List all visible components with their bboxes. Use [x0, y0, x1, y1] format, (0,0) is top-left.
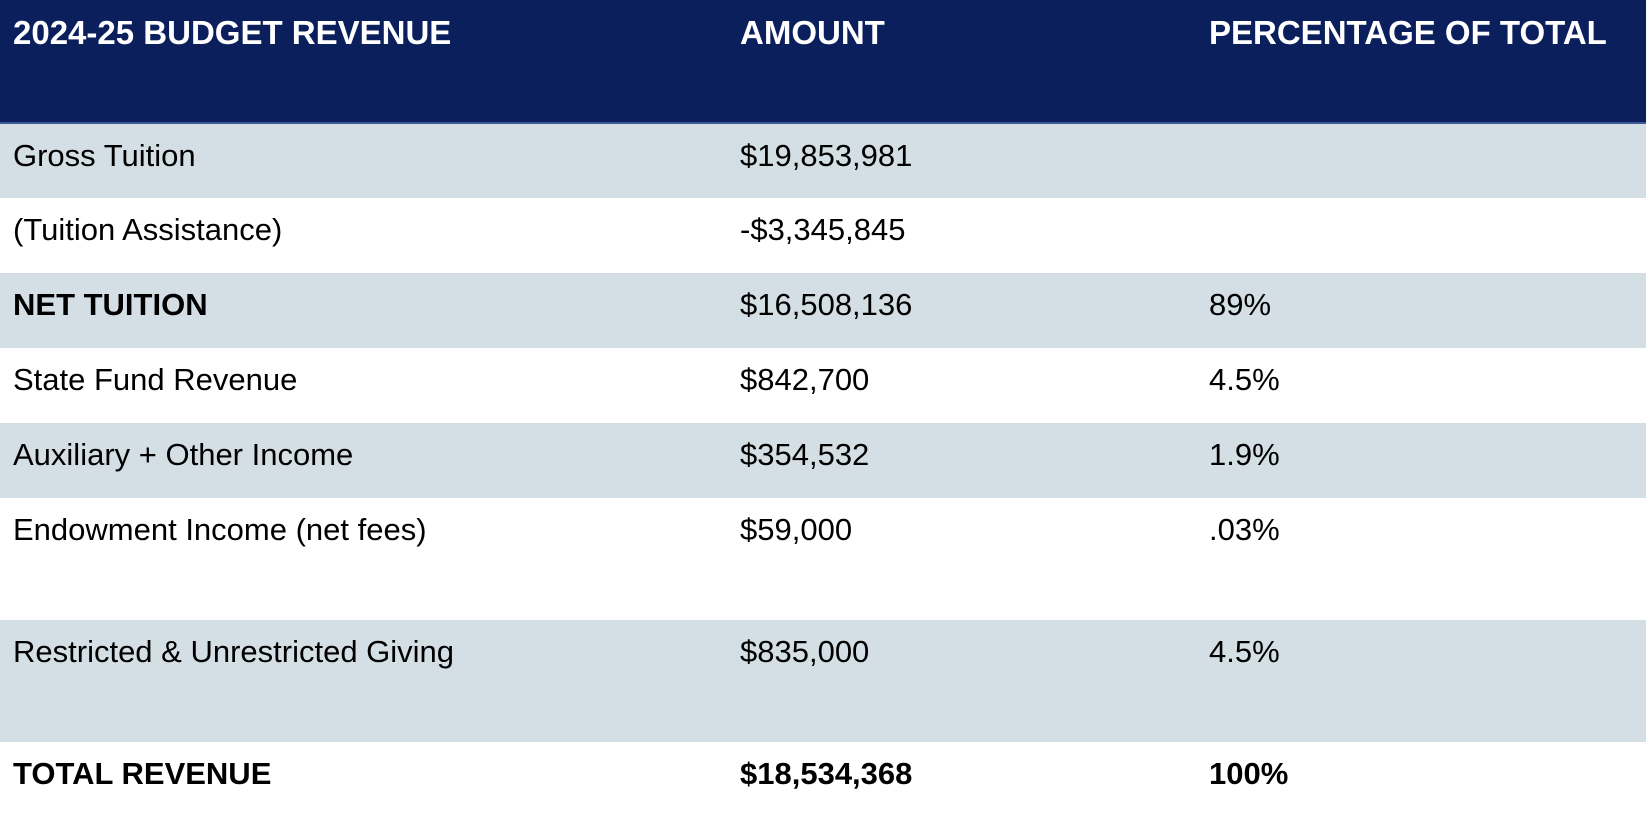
row-percent: 100% — [1209, 756, 1289, 791]
row-label: Gross Tuition — [13, 138, 196, 173]
row-label: TOTAL REVENUE — [13, 756, 272, 791]
header-amount: AMOUNT — [740, 14, 885, 51]
table-row-tuition-assistance: (Tuition Assistance) -$3,345,845 — [0, 198, 1646, 273]
table-row-giving: Restricted & Unrestricted Giving $835,00… — [0, 620, 1646, 742]
table-row-total-revenue: TOTAL REVENUE $18,534,368 100% — [0, 742, 1646, 817]
table-row-endowment: Endowment Income (net fees) $59,000 .03% — [0, 498, 1646, 620]
table-row-gross-tuition: Gross Tuition $19,853,981 — [0, 123, 1646, 198]
row-amount: $16,508,136 — [740, 287, 913, 322]
row-percent — [1196, 123, 1646, 198]
row-label: Auxiliary + Other Income — [13, 437, 354, 472]
row-amount: $842,700 — [740, 362, 870, 397]
row-amount: $19,853,981 — [740, 138, 913, 173]
row-label: Endowment Income (net fees) — [13, 512, 427, 547]
row-label: (Tuition Assistance) — [13, 212, 283, 247]
row-label: State Fund Revenue — [13, 362, 298, 397]
table-row-state-fund: State Fund Revenue $842,700 4.5% — [0, 348, 1646, 423]
row-amount: $354,532 — [740, 437, 870, 472]
row-percent: 1.9% — [1209, 437, 1280, 472]
row-percent: 89% — [1209, 287, 1272, 322]
row-percent: 4.5% — [1209, 634, 1280, 669]
row-amount: -$3,345,845 — [740, 212, 906, 247]
table-row-net-tuition: NET TUITION $16,508,136 89% — [0, 273, 1646, 348]
table-body: Gross Tuition $19,853,981 (Tuition Assis… — [0, 123, 1646, 817]
row-amount: $59,000 — [740, 512, 853, 547]
row-amount: $18,534,368 — [740, 756, 913, 791]
row-percent: .03% — [1209, 512, 1280, 547]
header-row: 2024-25 BUDGET REVENUE AMOUNT PERCENTAGE… — [0, 0, 1646, 123]
row-label: Restricted & Unrestricted Giving — [13, 634, 455, 669]
header-category: 2024-25 BUDGET REVENUE — [13, 14, 452, 51]
table-row-auxiliary: Auxiliary + Other Income $354,532 1.9% — [0, 423, 1646, 498]
row-percent — [1196, 198, 1646, 273]
row-amount: $835,000 — [740, 634, 870, 669]
row-label: NET TUITION — [13, 287, 208, 322]
header-percentage: PERCENTAGE OF TOTAL — [1209, 14, 1607, 51]
table-header: 2024-25 BUDGET REVENUE AMOUNT PERCENTAGE… — [0, 0, 1646, 123]
row-percent: 4.5% — [1209, 362, 1280, 397]
